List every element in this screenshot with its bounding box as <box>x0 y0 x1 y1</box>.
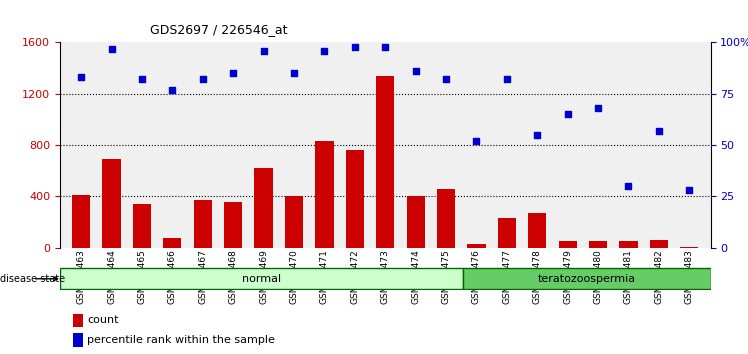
Point <box>349 44 361 50</box>
Point <box>319 48 331 53</box>
Text: percentile rank within the sample: percentile rank within the sample <box>88 335 275 345</box>
Bar <box>497 218 516 248</box>
Point <box>653 128 665 133</box>
Point <box>592 105 604 111</box>
Point <box>197 76 209 82</box>
Point <box>105 46 117 51</box>
Bar <box>163 238 182 248</box>
Bar <box>346 150 364 248</box>
Point <box>440 76 452 82</box>
Point <box>166 87 178 92</box>
Bar <box>72 195 91 248</box>
Text: normal: normal <box>242 274 280 284</box>
Point <box>470 138 482 144</box>
Bar <box>650 240 668 248</box>
Bar <box>73 333 83 347</box>
Point <box>379 44 391 50</box>
Bar <box>468 244 485 248</box>
Point <box>622 183 634 189</box>
Point <box>531 132 543 138</box>
Bar <box>102 159 120 248</box>
Bar <box>528 213 546 248</box>
Bar <box>224 202 242 248</box>
Point <box>501 76 513 82</box>
FancyBboxPatch shape <box>463 268 711 289</box>
Bar <box>589 241 607 248</box>
Text: teratozoospermia: teratozoospermia <box>538 274 636 284</box>
Bar <box>406 196 425 248</box>
Bar <box>619 241 637 248</box>
Point <box>410 68 422 74</box>
Text: GDS2697 / 226546_at: GDS2697 / 226546_at <box>150 23 287 36</box>
Bar <box>376 76 394 248</box>
Bar <box>315 141 334 248</box>
Point <box>257 48 269 53</box>
Point <box>562 112 574 117</box>
Bar <box>133 204 151 248</box>
Point <box>136 76 148 82</box>
Bar <box>285 196 303 248</box>
Bar <box>437 189 456 248</box>
Bar <box>559 241 577 248</box>
FancyBboxPatch shape <box>60 268 463 289</box>
Bar <box>194 200 212 248</box>
Point <box>227 70 239 76</box>
Point <box>684 188 696 193</box>
Point <box>288 70 300 76</box>
Bar <box>254 168 273 248</box>
Bar <box>73 314 83 327</box>
Bar <box>680 246 699 248</box>
Text: count: count <box>88 315 119 325</box>
Point <box>75 75 87 80</box>
Text: disease state: disease state <box>0 274 65 284</box>
